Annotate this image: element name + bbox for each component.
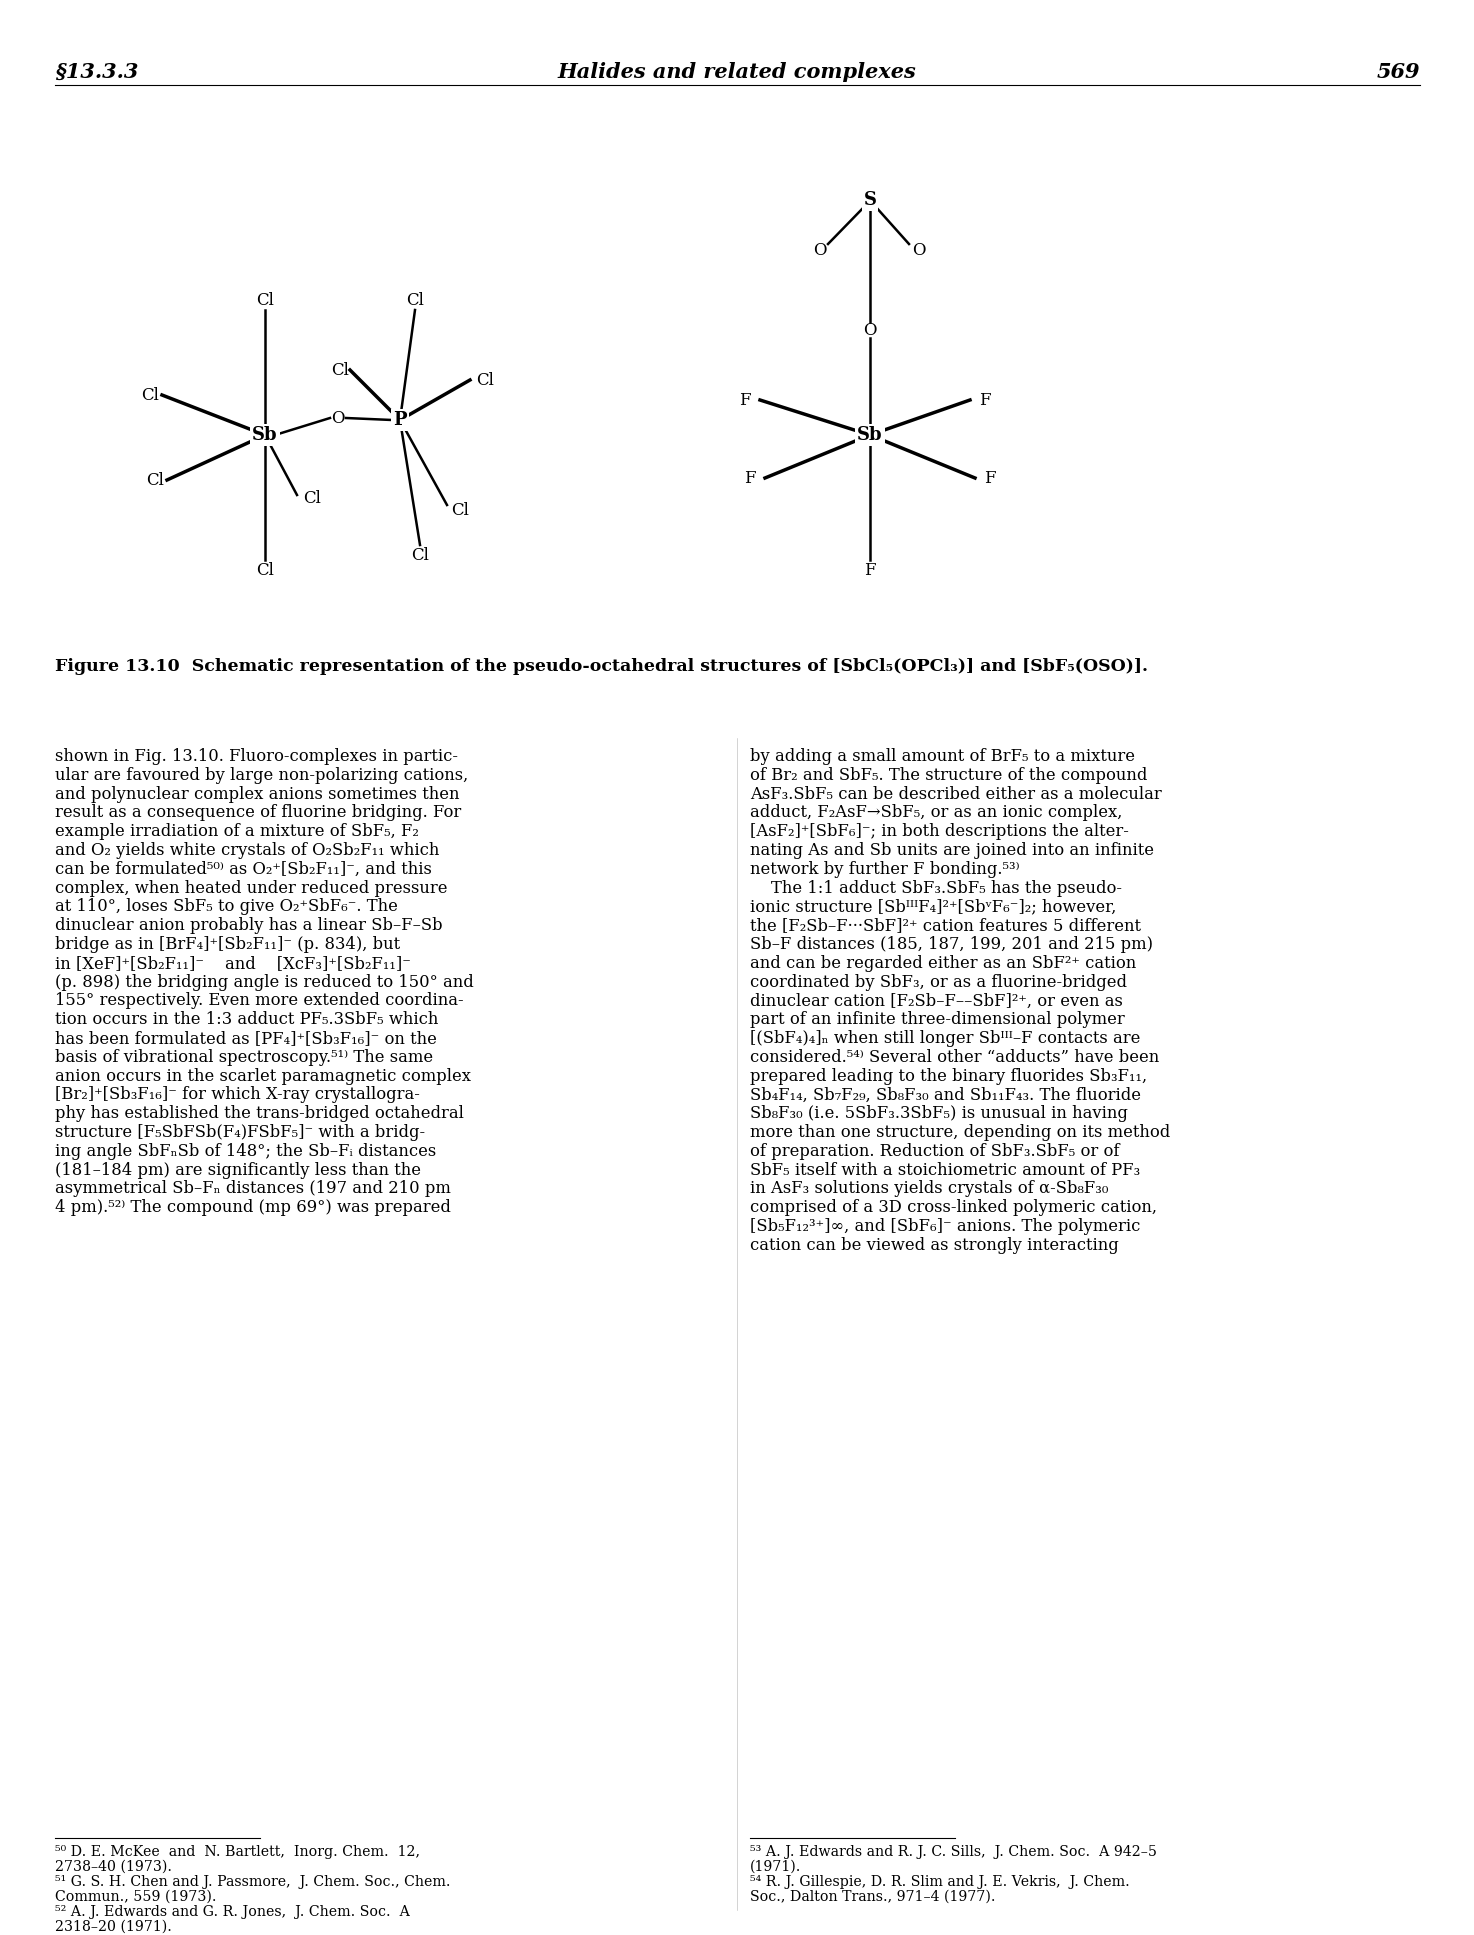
Text: Sb: Sb: [252, 426, 277, 443]
Text: result as a consequence of fluorine bridging. For: result as a consequence of fluorine brid…: [55, 805, 461, 820]
Text: O: O: [912, 242, 926, 259]
Text: and can be regarded either as an SbF²⁺ cation: and can be regarded either as an SbF²⁺ c…: [750, 954, 1136, 971]
Text: Cl: Cl: [405, 292, 425, 308]
Text: the [F₂Sb–F···SbF]²⁺ cation features 5 different: the [F₂Sb–F···SbF]²⁺ cation features 5 d…: [750, 917, 1141, 935]
Text: dinuclear anion probably has a linear Sb–F–Sb: dinuclear anion probably has a linear Sb…: [55, 917, 442, 935]
Text: §13.3.3: §13.3.3: [55, 62, 139, 81]
Text: 2738–40 (1973).: 2738–40 (1973).: [55, 1860, 172, 1873]
Text: in [XeF]⁺[Sb₂F₁₁]⁻    and    [XcF₃]⁺[Sb₂F₁₁]⁻: in [XeF]⁺[Sb₂F₁₁]⁻ and [XcF₃]⁺[Sb₂F₁₁]⁻: [55, 954, 411, 971]
Text: ⁵² A. J. Edwards and G. R. Jones,  J. Chem. Soc.  A: ⁵² A. J. Edwards and G. R. Jones, J. Che…: [55, 1904, 410, 1920]
Text: 155° respectively. Even more extended coordina-: 155° respectively. Even more extended co…: [55, 993, 464, 1010]
Text: phy has established the trans-bridged octahedral: phy has established the trans-bridged oc…: [55, 1105, 464, 1122]
Text: SbF₅ itself with a stoichiometric amount of PF₃: SbF₅ itself with a stoichiometric amount…: [750, 1161, 1141, 1178]
Text: ionic structure [SbᴵᴵᴵF₄]²⁺[SbᵛF₆⁻]₂; however,: ionic structure [SbᴵᴵᴵF₄]²⁺[SbᵛF₆⁻]₂; ho…: [750, 898, 1116, 915]
Text: in AsF₃ solutions yields crystals of α-Sb₈F₃₀: in AsF₃ solutions yields crystals of α-S…: [750, 1180, 1108, 1198]
Text: Commun., 559 (1973).: Commun., 559 (1973).: [55, 1890, 217, 1904]
Text: Sb–F distances (185, 187, 199, 201 and 215 pm): Sb–F distances (185, 187, 199, 201 and 2…: [750, 937, 1153, 954]
Text: 2318–20 (1971).: 2318–20 (1971).: [55, 1920, 172, 1933]
Text: Cl: Cl: [256, 561, 274, 579]
Text: has been formulated as [PF₄]⁺[Sb₃F₁₆]⁻ on the: has been formulated as [PF₄]⁺[Sb₃F₁₆]⁻ o…: [55, 1029, 436, 1047]
Text: O: O: [814, 242, 827, 259]
Text: [(SbF₄)₄]ₙ when still longer Sbᴵᴵᴵ–F contacts are: [(SbF₄)₄]ₙ when still longer Sbᴵᴵᴵ–F con…: [750, 1029, 1141, 1047]
Text: F: F: [979, 391, 991, 408]
Text: prepared leading to the binary fluorides Sb₃F₁₁,: prepared leading to the binary fluorides…: [750, 1068, 1147, 1086]
Text: Cl: Cl: [411, 546, 429, 563]
Text: by adding a small amount of BrF₅ to a mixture: by adding a small amount of BrF₅ to a mi…: [750, 749, 1135, 764]
Text: cation can be viewed as strongly interacting: cation can be viewed as strongly interac…: [750, 1236, 1119, 1254]
Text: Cl: Cl: [146, 472, 164, 488]
Text: S: S: [864, 192, 877, 209]
Text: coordinated by SbF₃, or as a fluorine-bridged: coordinated by SbF₃, or as a fluorine-br…: [750, 973, 1128, 991]
Text: asymmetrical Sb–Fₙ distances (197 and 210 pm: asymmetrical Sb–Fₙ distances (197 and 21…: [55, 1180, 451, 1198]
Text: F: F: [864, 561, 876, 579]
Text: Cl: Cl: [332, 362, 349, 379]
Text: O: O: [332, 410, 345, 426]
Text: [AsF₂]⁺[SbF₆]⁻; in both descriptions the alter-: [AsF₂]⁺[SbF₆]⁻; in both descriptions the…: [750, 822, 1129, 840]
Text: (1971).: (1971).: [750, 1860, 802, 1873]
Text: Cl: Cl: [256, 292, 274, 308]
Text: considered.⁵⁴⁾ Several other “adducts” have been: considered.⁵⁴⁾ Several other “adducts” h…: [750, 1049, 1159, 1066]
Text: ⁵⁰ D. E. McKee  and  N. Bartlett,  Inorg. Chem.  12,: ⁵⁰ D. E. McKee and N. Bartlett, Inorg. C…: [55, 1844, 420, 1860]
Text: Cl: Cl: [142, 387, 159, 404]
Text: Sb₈F₃₀ (i.e. 5SbF₃.3SbF₅) is unusual in having: Sb₈F₃₀ (i.e. 5SbF₃.3SbF₅) is unusual in …: [750, 1105, 1128, 1122]
Text: Sb₄F₁₄, Sb₇F₂₉, Sb₈F₃₀ and Sb₁₁F₄₃. The fluoride: Sb₄F₁₄, Sb₇F₂₉, Sb₈F₃₀ and Sb₁₁F₄₃. The …: [750, 1086, 1141, 1103]
Text: complex, when heated under reduced pressure: complex, when heated under reduced press…: [55, 880, 448, 896]
Text: (p. 898) the bridging angle is reduced to 150° and: (p. 898) the bridging angle is reduced t…: [55, 973, 473, 991]
Text: Figure 13.10  Schematic representation of the pseudo-octahedral structures of [S: Figure 13.10 Schematic representation of…: [55, 658, 1148, 675]
Text: ular are favoured by large non-polarizing cations,: ular are favoured by large non-polarizin…: [55, 766, 469, 784]
Text: shown in Fig. 13.10. Fluoro-complexes in partic-: shown in Fig. 13.10. Fluoro-complexes in…: [55, 749, 458, 764]
Text: P: P: [394, 410, 407, 430]
Text: Cl: Cl: [476, 372, 494, 389]
Text: structure [F₅SbFSb(F₄)FSbF₅]⁻ with a bridg-: structure [F₅SbFSb(F₄)FSbF₅]⁻ with a bri…: [55, 1124, 425, 1142]
Text: basis of vibrational spectroscopy.⁵¹⁾ The same: basis of vibrational spectroscopy.⁵¹⁾ Th…: [55, 1049, 433, 1066]
Text: and O₂ yields white crystals of O₂Sb₂F₁₁ which: and O₂ yields white crystals of O₂Sb₂F₁₁…: [55, 842, 439, 859]
Text: network by further F bonding.⁵³⁾: network by further F bonding.⁵³⁾: [750, 861, 1020, 878]
Text: 569: 569: [1377, 62, 1419, 81]
Text: 4 pm).⁵²⁾ The compound (mp 69°) was prepared: 4 pm).⁵²⁾ The compound (mp 69°) was prep…: [55, 1200, 451, 1217]
Text: more than one structure, depending on its method: more than one structure, depending on it…: [750, 1124, 1170, 1142]
Text: adduct, F₂AsF→SbF₅, or as an ionic complex,: adduct, F₂AsF→SbF₅, or as an ionic compl…: [750, 805, 1122, 820]
Text: of Br₂ and SbF₅. The structure of the compound: of Br₂ and SbF₅. The structure of the co…: [750, 766, 1147, 784]
Text: Halides and related complexes: Halides and related complexes: [557, 62, 917, 81]
Text: and polynuclear complex anions sometimes then: and polynuclear complex anions sometimes…: [55, 786, 460, 803]
Text: [Br₂]⁺[Sb₃F₁₆]⁻ for which X-ray crystallogra-: [Br₂]⁺[Sb₃F₁₆]⁻ for which X-ray crystall…: [55, 1086, 420, 1103]
Text: [Sb₅F₁₂³⁺]∞, and [SbF₆]⁻ anions. The polymeric: [Sb₅F₁₂³⁺]∞, and [SbF₆]⁻ anions. The pol…: [750, 1217, 1141, 1235]
Text: of preparation. Reduction of SbF₃.SbF₅ or of: of preparation. Reduction of SbF₃.SbF₅ o…: [750, 1144, 1119, 1159]
Text: Cl: Cl: [451, 501, 469, 519]
Text: Sb: Sb: [858, 426, 883, 443]
Text: Cl: Cl: [304, 490, 321, 507]
Text: F: F: [744, 470, 756, 486]
Text: dinuclear cation [F₂Sb–F––SbF]²⁺, or even as: dinuclear cation [F₂Sb–F––SbF]²⁺, or eve…: [750, 993, 1123, 1010]
Text: nating As and Sb units are joined into an infinite: nating As and Sb units are joined into a…: [750, 842, 1154, 859]
Text: part of an infinite three-dimensional polymer: part of an infinite three-dimensional po…: [750, 1012, 1125, 1027]
Text: O: O: [864, 321, 877, 339]
Text: bridge as in [BrF₄]⁺[Sb₂F₁₁]⁻ (p. 834), but: bridge as in [BrF₄]⁺[Sb₂F₁₁]⁻ (p. 834), …: [55, 937, 399, 954]
Text: ⁵¹ G. S. H. Chen and J. Passmore,  J. Chem. Soc., Chem.: ⁵¹ G. S. H. Chen and J. Passmore, J. Che…: [55, 1875, 451, 1889]
Text: ⁵⁴ R. J. Gillespie, D. R. Slim and J. E. Vekris,  J. Chem.: ⁵⁴ R. J. Gillespie, D. R. Slim and J. E.…: [750, 1875, 1129, 1889]
Text: Soc., Dalton Trans., 971–4 (1977).: Soc., Dalton Trans., 971–4 (1977).: [750, 1890, 995, 1904]
Text: can be formulated⁵⁰⁾ as O₂⁺[Sb₂F₁₁]⁻, and this: can be formulated⁵⁰⁾ as O₂⁺[Sb₂F₁₁]⁻, an…: [55, 861, 432, 878]
Text: example irradiation of a mixture of SbF₅, F₂: example irradiation of a mixture of SbF₅…: [55, 822, 419, 840]
Text: tion occurs in the 1:3 adduct PF₅.3SbF₅ which: tion occurs in the 1:3 adduct PF₅.3SbF₅ …: [55, 1012, 438, 1027]
Text: (181–184 pm) are significantly less than the: (181–184 pm) are significantly less than…: [55, 1161, 422, 1178]
Text: at 110°, loses SbF₅ to give O₂⁺SbF₆⁻. The: at 110°, loses SbF₅ to give O₂⁺SbF₆⁻. Th…: [55, 898, 398, 915]
Text: ing angle SbFₙSb of 148°; the Sb–Fᵢ distances: ing angle SbFₙSb of 148°; the Sb–Fᵢ dist…: [55, 1144, 436, 1159]
Text: AsF₃.SbF₅ can be described either as a molecular: AsF₃.SbF₅ can be described either as a m…: [750, 786, 1162, 803]
Text: The 1:1 adduct SbF₃.SbF₅ has the pseudo-: The 1:1 adduct SbF₃.SbF₅ has the pseudo-: [750, 880, 1122, 896]
Text: ⁵³ A. J. Edwards and R. J. C. Sills,  J. Chem. Soc.  A 942–5: ⁵³ A. J. Edwards and R. J. C. Sills, J. …: [750, 1844, 1157, 1860]
Text: F: F: [738, 391, 750, 408]
Text: anion occurs in the scarlet paramagnetic complex: anion occurs in the scarlet paramagnetic…: [55, 1068, 472, 1086]
Text: comprised of a 3D cross-linked polymeric cation,: comprised of a 3D cross-linked polymeric…: [750, 1200, 1157, 1217]
Text: F: F: [985, 470, 996, 486]
